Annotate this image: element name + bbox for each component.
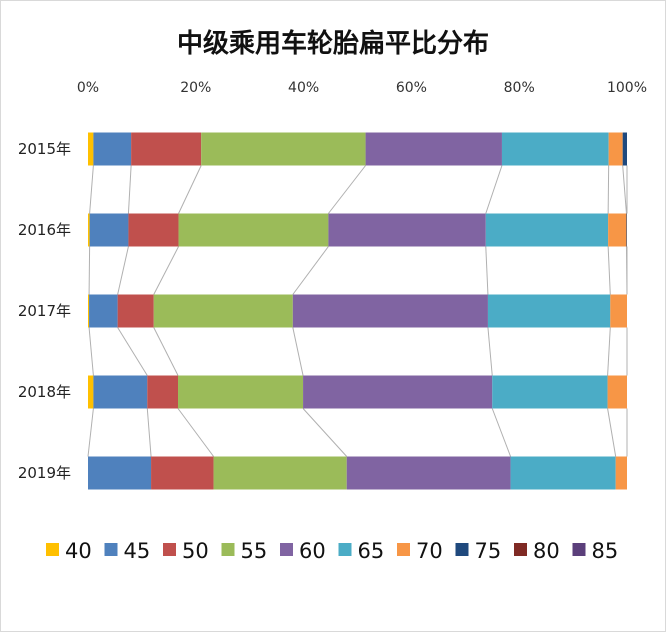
series-line	[292, 246, 329, 295]
series-line	[487, 327, 493, 376]
bar-segment-55	[178, 213, 329, 247]
series-line	[491, 408, 512, 457]
legend-label: 65	[358, 539, 385, 563]
series-line	[327, 165, 366, 214]
bar-segment-50	[117, 294, 154, 328]
bar-segment-60	[303, 375, 493, 409]
legend-swatch	[397, 543, 410, 556]
series-line	[607, 327, 611, 376]
category-label: 2018年	[18, 383, 71, 401]
bar-segment-70	[608, 213, 627, 247]
legend-label: 55	[241, 539, 268, 563]
series-line	[153, 327, 179, 376]
bar-segment-65	[510, 456, 616, 490]
legend-swatch	[46, 543, 59, 556]
chart-title: 中级乘用车轮胎扁平比分布	[176, 29, 489, 59]
bar-segment-55	[153, 294, 293, 328]
x-tick-label: 20%	[180, 80, 211, 96]
bar-segment-45	[93, 375, 148, 409]
bar-segment-70	[607, 375, 627, 409]
bar-segment-60	[328, 213, 486, 247]
x-tick-label: 100%	[607, 80, 647, 96]
legend-swatch	[104, 543, 118, 556]
series-line	[485, 246, 489, 295]
bar-segment-50	[131, 132, 202, 166]
bar-segment-70	[610, 294, 627, 328]
series-line	[607, 165, 610, 214]
series-line	[146, 408, 152, 457]
bar-segment-50	[151, 456, 214, 490]
legend-swatch	[514, 543, 527, 556]
legend-label: 45	[124, 539, 151, 563]
series-line	[485, 165, 503, 214]
series-line	[302, 408, 348, 457]
legend-swatch	[163, 543, 176, 556]
series-line	[153, 246, 179, 295]
bar-segment-60	[292, 294, 488, 328]
bar-segment-45	[93, 132, 132, 166]
series-line	[177, 408, 214, 457]
legend-label: 70	[416, 539, 443, 563]
legend-swatch	[572, 543, 586, 556]
bar-segment-50	[147, 375, 179, 409]
series-line	[87, 408, 94, 457]
series-line	[292, 327, 304, 376]
series-line	[607, 246, 611, 295]
series-line	[607, 408, 617, 457]
bar-segment-65	[487, 294, 611, 328]
series-line	[89, 165, 94, 214]
bar-segment-40	[88, 375, 94, 409]
legend-swatch	[280, 543, 293, 556]
series-line	[88, 246, 91, 295]
legend-label: 50	[182, 539, 209, 563]
series-line	[622, 165, 627, 214]
x-tick-label: 0%	[77, 80, 99, 96]
category-label: 2017年	[18, 302, 71, 320]
bar-segment-70	[615, 456, 627, 490]
bar-segment-60	[365, 132, 502, 166]
bar-segment-40	[88, 294, 90, 328]
bar-segment-55	[213, 456, 347, 490]
bar-segment-45	[89, 294, 118, 328]
bar-segment-70	[608, 132, 623, 166]
legend-swatch	[221, 543, 235, 556]
bar-segment-65	[501, 132, 609, 166]
bar-segment-40	[88, 213, 90, 247]
bar-segment-55	[178, 375, 304, 409]
series-line	[178, 165, 202, 214]
series-line	[88, 327, 94, 376]
bar-segment-50	[128, 213, 179, 247]
x-tick-label: 60%	[396, 80, 427, 96]
legend-label: 80	[533, 539, 560, 563]
bar-segment-75	[622, 132, 627, 166]
bar-segment-65	[485, 213, 609, 247]
legend-swatch	[455, 543, 469, 556]
bar-segment-65	[492, 375, 608, 409]
legend-label: 85	[592, 539, 619, 563]
legend-label: 40	[65, 539, 92, 563]
category-label: 2015年	[18, 140, 71, 158]
legend-label: 60	[299, 539, 326, 563]
series-line	[127, 165, 132, 214]
bar-segment-45	[89, 213, 129, 247]
series-line	[117, 246, 129, 295]
x-tick-label: 80%	[504, 80, 535, 96]
bar-segment-40	[88, 132, 94, 166]
category-label: 2016年	[18, 221, 71, 239]
legend-swatch	[338, 543, 352, 556]
series-line	[117, 327, 148, 376]
bar-segment-55	[201, 132, 366, 166]
bar-segment-75	[626, 213, 627, 247]
bar-segment-60	[346, 456, 511, 490]
bar-segment-45	[88, 456, 152, 490]
legend-label: 75	[475, 539, 502, 563]
category-label: 2019年	[18, 464, 71, 482]
x-tick-label: 40%	[288, 80, 319, 96]
